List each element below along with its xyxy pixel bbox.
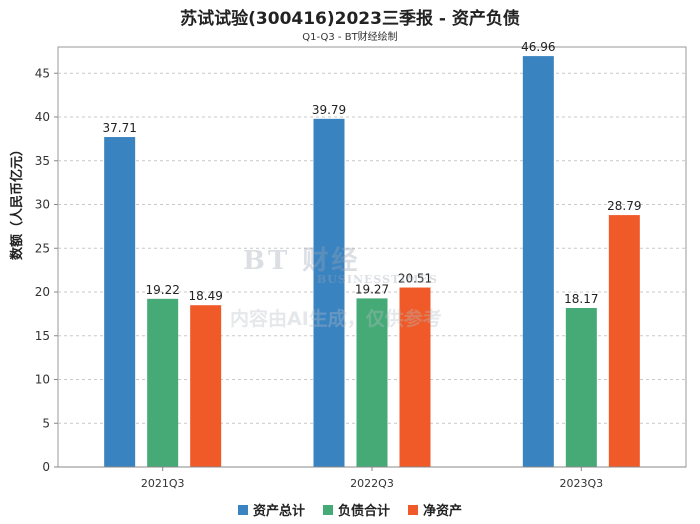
bar: [399, 287, 431, 467]
chart-subtitle: Q1-Q3 - BT财经绘制: [302, 32, 398, 43]
data-label: 18.17: [564, 292, 598, 306]
chart-title: 苏试试验(300416)2023三季报 - 资产负债: [180, 9, 520, 29]
legend: 资产总计 负债合计 净资产: [0, 500, 700, 519]
x-tick-label: 2022Q3: [350, 477, 394, 490]
y-tick-label: 5: [42, 416, 50, 430]
data-label: 19.27: [355, 282, 389, 296]
y-tick-label: 40: [35, 110, 50, 124]
bar: [313, 118, 345, 468]
bar: [565, 308, 597, 467]
x-tick-label: 2021Q3: [141, 477, 185, 490]
legend-swatch-liabilities: [322, 504, 333, 515]
data-label: 18.49: [188, 289, 222, 303]
bar: [608, 215, 640, 467]
legend-label-assets: 资产总计: [252, 504, 305, 519]
bar: [147, 298, 179, 467]
legend-swatch-net-assets: [408, 504, 418, 515]
data-label: 46.96: [521, 40, 555, 54]
bar: [522, 56, 554, 467]
y-tick-label: 0: [42, 460, 50, 474]
y-tick-label: 10: [35, 373, 50, 387]
legend-item-assets[interactable]: 资产总计: [237, 500, 305, 519]
x-tick-label: 2023Q3: [560, 477, 604, 490]
data-label: 19.22: [145, 283, 179, 297]
legend-swatch-assets: [237, 504, 248, 515]
bar: [190, 305, 222, 467]
data-label: 20.51: [398, 272, 432, 286]
legend-item-net-assets[interactable]: 净资产: [408, 500, 462, 519]
legend-label-net-assets: 净资产: [423, 504, 463, 519]
y-tick-label: 30: [35, 198, 50, 212]
y-tick-label: 25: [35, 241, 50, 255]
bar: [104, 137, 136, 467]
y-axis-label: 数额（人民币亿元）: [10, 142, 25, 260]
data-label: 39.79: [312, 103, 346, 117]
y-tick-label: 15: [35, 329, 50, 343]
data-label: 28.79: [607, 199, 641, 213]
bar: [356, 298, 388, 467]
data-label: 37.71: [102, 121, 136, 135]
y-tick-label: 20: [35, 285, 50, 299]
legend-label-liabilities: 负债合计: [337, 504, 390, 519]
y-tick-label: 35: [35, 154, 50, 168]
y-tick-label: 45: [35, 66, 50, 80]
legend-item-liabilities[interactable]: 负债合计: [322, 500, 390, 519]
